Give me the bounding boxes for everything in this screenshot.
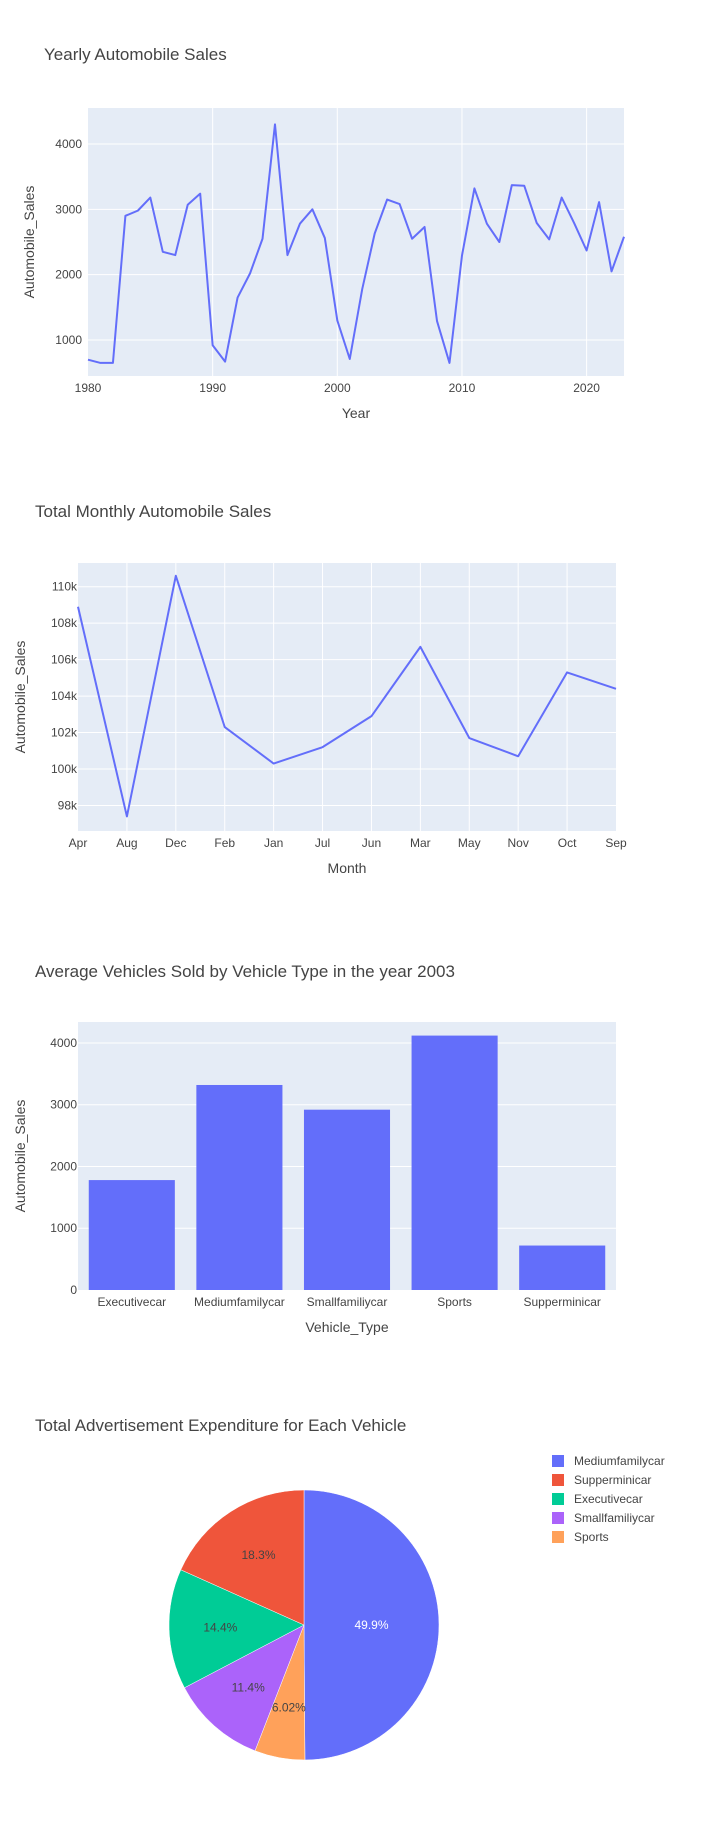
y-tick-label: 110k — [52, 580, 78, 594]
y-tick-label: 98k — [58, 798, 78, 812]
bar — [196, 1084, 283, 1290]
slice-label: 18.3% — [241, 1548, 275, 1562]
y-tick-label: 4000 — [50, 1036, 77, 1050]
y-tick-label: 104k — [51, 689, 78, 703]
legend-swatch — [552, 1531, 564, 1543]
bar — [303, 1109, 391, 1290]
x-tick-label: Mar — [410, 836, 431, 850]
x-tick-label: Executivecar — [97, 1295, 166, 1309]
y-tick-label: 1000 — [50, 1221, 77, 1235]
ad-expenditure-pie-chart: Total Advertisement Expenditure for Each… — [0, 1365, 720, 1820]
series-line — [77, 574, 617, 818]
x-tick-label: Mediumfamilycar — [194, 1295, 285, 1309]
y-tick-label: 3000 — [50, 1098, 77, 1112]
series-line — [87, 123, 625, 364]
x-tick-label: Oct — [558, 836, 577, 850]
x-tick-label: 2000 — [324, 381, 351, 395]
x-tick-label: Jul — [315, 836, 330, 850]
pie-slice — [168, 1569, 305, 1689]
bar — [411, 1035, 498, 1290]
y-tick-label: 2000 — [55, 268, 82, 282]
legend-swatch — [552, 1512, 564, 1524]
legend-label: Sports — [574, 1530, 609, 1544]
x-tick-label: Dec — [165, 836, 186, 850]
pie-slice — [303, 1489, 440, 1761]
y-tick-label: 108k — [51, 616, 78, 630]
y-tick-label: 100k — [51, 762, 78, 776]
x-tick-label: Sep — [605, 836, 627, 850]
chart-title: Total Advertisement Expenditure for Each… — [35, 1416, 406, 1435]
chart-title: Yearly Automobile Sales — [44, 45, 227, 64]
y-tick-label: 102k — [51, 726, 78, 740]
x-tick-label: 1990 — [199, 381, 226, 395]
x-tick-label: 1980 — [75, 381, 102, 395]
pie-slice — [180, 1489, 305, 1626]
x-tick-label: Jan — [264, 836, 283, 850]
x-axis-label: Vehicle_Type — [305, 1319, 388, 1335]
yearly-sales-chart: Yearly Automobile Sales 1000 2000 3000 4000 1… — [0, 0, 720, 455]
y-tick-label: 4000 — [55, 137, 82, 151]
x-tick-label: Smallfamiliycar — [307, 1295, 388, 1309]
yearly-sales-svg: Yearly Automobile Sales 1000 2000 3000 4000 1… — [21, 45, 625, 421]
y-tick-label: 0 — [70, 1283, 77, 1297]
chart-title: Total Monthly Automobile Sales — [35, 502, 271, 521]
monthly-sales-chart: Total Monthly Automobile Sales 98k 100k 102… — [0, 455, 720, 910]
legend-label: Supperminicar — [574, 1473, 651, 1487]
chart-title: Average Vehicles Sold by Vehicle Type in… — [35, 962, 455, 981]
slice-label: 49.9% — [354, 1618, 388, 1632]
ad-expenditure-pie-svg: Total Advertisement Expenditure for Each… — [35, 1416, 665, 1761]
y-axis-label: Automobile_Sales — [12, 1100, 28, 1213]
legend-swatch — [552, 1474, 564, 1486]
y-tick-label: 1000 — [55, 333, 82, 347]
x-tick-label: Apr — [69, 836, 88, 850]
slice-label: 6.02% — [272, 1700, 306, 1714]
plot-area — [78, 563, 616, 831]
y-axis-label: Automobile_Sales — [12, 641, 28, 754]
x-tick-label: Sports — [437, 1295, 472, 1309]
x-tick-label: Jun — [362, 836, 381, 850]
legend-swatch — [552, 1493, 564, 1505]
x-tick-label: May — [458, 836, 481, 850]
y-tick-label: 3000 — [55, 202, 82, 216]
x-axis-label: Year — [342, 405, 371, 421]
x-tick-label: Supperminicar — [524, 1295, 601, 1309]
plot-area — [88, 108, 624, 376]
bar — [88, 1180, 175, 1290]
slice-label: 11.4% — [232, 1680, 265, 1694]
x-tick-label: 2010 — [449, 381, 476, 395]
legend-label: Executivecar — [574, 1492, 643, 1506]
y-tick-label: 106k — [51, 653, 78, 667]
slice-label: 14.4% — [203, 1621, 237, 1635]
pie-slice — [184, 1624, 305, 1752]
y-axis-label: Automobile_Sales — [21, 186, 37, 299]
x-tick-label: Feb — [214, 836, 235, 850]
x-tick-label: 2020 — [573, 381, 600, 395]
legend-swatch — [552, 1455, 564, 1467]
vehicle-type-bar-chart: Average Vehicles Sold by Vehicle Type in… — [0, 910, 720, 1365]
vehicle-type-bar-svg: Average Vehicles Sold by Vehicle Type in… — [12, 962, 616, 1335]
y-tick-label: 2000 — [50, 1159, 77, 1173]
monthly-sales-svg: Total Monthly Automobile Sales 98k 100k 102… — [12, 502, 627, 876]
x-axis-label: Month — [328, 860, 367, 876]
bar — [519, 1245, 606, 1290]
legend-label: Mediumfamilycar — [574, 1454, 665, 1468]
x-tick-label: Aug — [116, 836, 137, 850]
x-tick-label: Nov — [508, 836, 529, 850]
legend-label: Smallfamiliycar — [574, 1511, 655, 1525]
